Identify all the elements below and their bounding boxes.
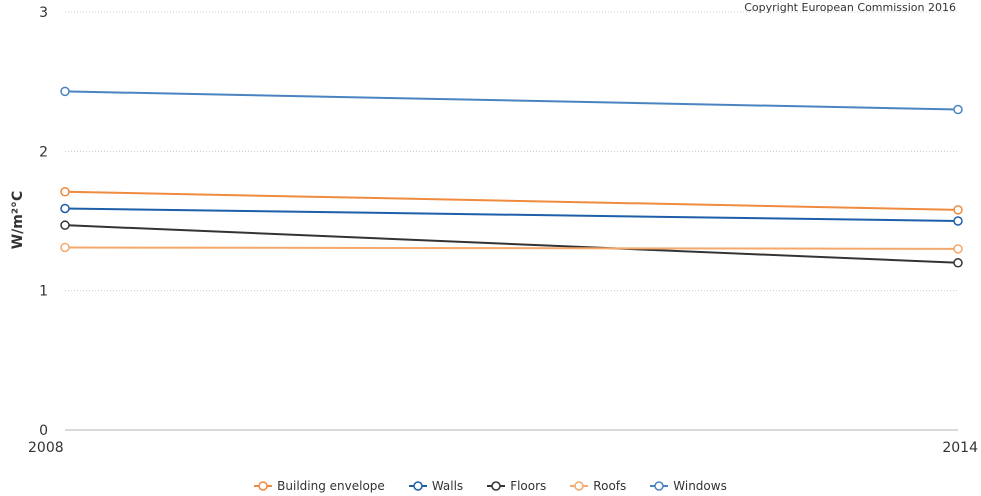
y-tick-label: 0 bbox=[39, 423, 48, 439]
legend-label: Building envelope bbox=[277, 479, 385, 493]
series-building-envelope[interactable] bbox=[60, 186, 963, 215]
series-line-walls[interactable] bbox=[64, 207, 959, 222]
data-point-building-envelope-2008[interactable] bbox=[60, 186, 70, 197]
x-tick-label: 2008 bbox=[28, 440, 64, 456]
series-line-building-envelope[interactable] bbox=[64, 190, 959, 211]
data-point-floors-2014[interactable] bbox=[953, 258, 963, 268]
series-floors[interactable] bbox=[60, 220, 963, 268]
y-tick-label: 2 bbox=[39, 144, 48, 160]
data-point-roofs-2008[interactable] bbox=[60, 242, 70, 253]
data-point-windows-2008[interactable] bbox=[60, 86, 70, 97]
y-axis-ticks: 0 1 2 3 bbox=[39, 5, 48, 439]
legend-item-building-envelope[interactable]: Building envelope bbox=[254, 479, 385, 493]
legend-label: Floors bbox=[510, 479, 547, 493]
legend-item-floors[interactable]: Floors bbox=[487, 479, 546, 493]
series-layer bbox=[60, 86, 963, 268]
series-line-windows[interactable] bbox=[64, 90, 959, 111]
data-point-roofs-2014[interactable] bbox=[953, 244, 963, 254]
y-tick-label: 1 bbox=[39, 284, 48, 300]
y-axis-title: W/m²°C bbox=[10, 191, 26, 250]
series-line-floors[interactable] bbox=[64, 224, 959, 264]
legend-label: Roofs bbox=[593, 479, 627, 493]
series-roofs[interactable] bbox=[60, 242, 963, 254]
legend-symbol-icon bbox=[408, 481, 427, 491]
legend-item-windows[interactable]: Windows bbox=[650, 479, 727, 493]
data-point-walls-2014[interactable] bbox=[953, 216, 963, 226]
legend-symbol-icon bbox=[570, 481, 589, 491]
series-line-roofs[interactable] bbox=[64, 246, 959, 250]
data-point-building-envelope-2014[interactable] bbox=[953, 205, 963, 215]
legend-symbol-icon bbox=[254, 481, 273, 491]
legend-item-roofs[interactable]: Roofs bbox=[570, 479, 626, 493]
data-point-walls-2008[interactable] bbox=[60, 203, 70, 214]
gridlines bbox=[65, 11, 958, 431]
data-point-windows-2014[interactable] bbox=[953, 104, 963, 115]
series-walls[interactable] bbox=[60, 203, 963, 226]
series-windows[interactable] bbox=[60, 86, 963, 115]
legend-item-walls[interactable]: Walls bbox=[408, 479, 464, 493]
legend: Building envelope Walls Floors Roofs Windows bbox=[0, 476, 981, 496]
y-tick-label: 3 bbox=[39, 5, 48, 21]
legend-label: Walls bbox=[431, 479, 464, 493]
data-point-floors-2008[interactable] bbox=[60, 220, 70, 230]
chart-credit: Copyright European Commission 2016 bbox=[744, 1, 956, 14]
legend-label: Windows bbox=[673, 479, 727, 493]
legend-symbol-icon bbox=[487, 481, 506, 491]
x-tick-label: 2014 bbox=[942, 440, 978, 456]
legend-symbol-icon bbox=[650, 481, 669, 491]
x-axis-ticks: 2008 2014 bbox=[28, 440, 978, 456]
